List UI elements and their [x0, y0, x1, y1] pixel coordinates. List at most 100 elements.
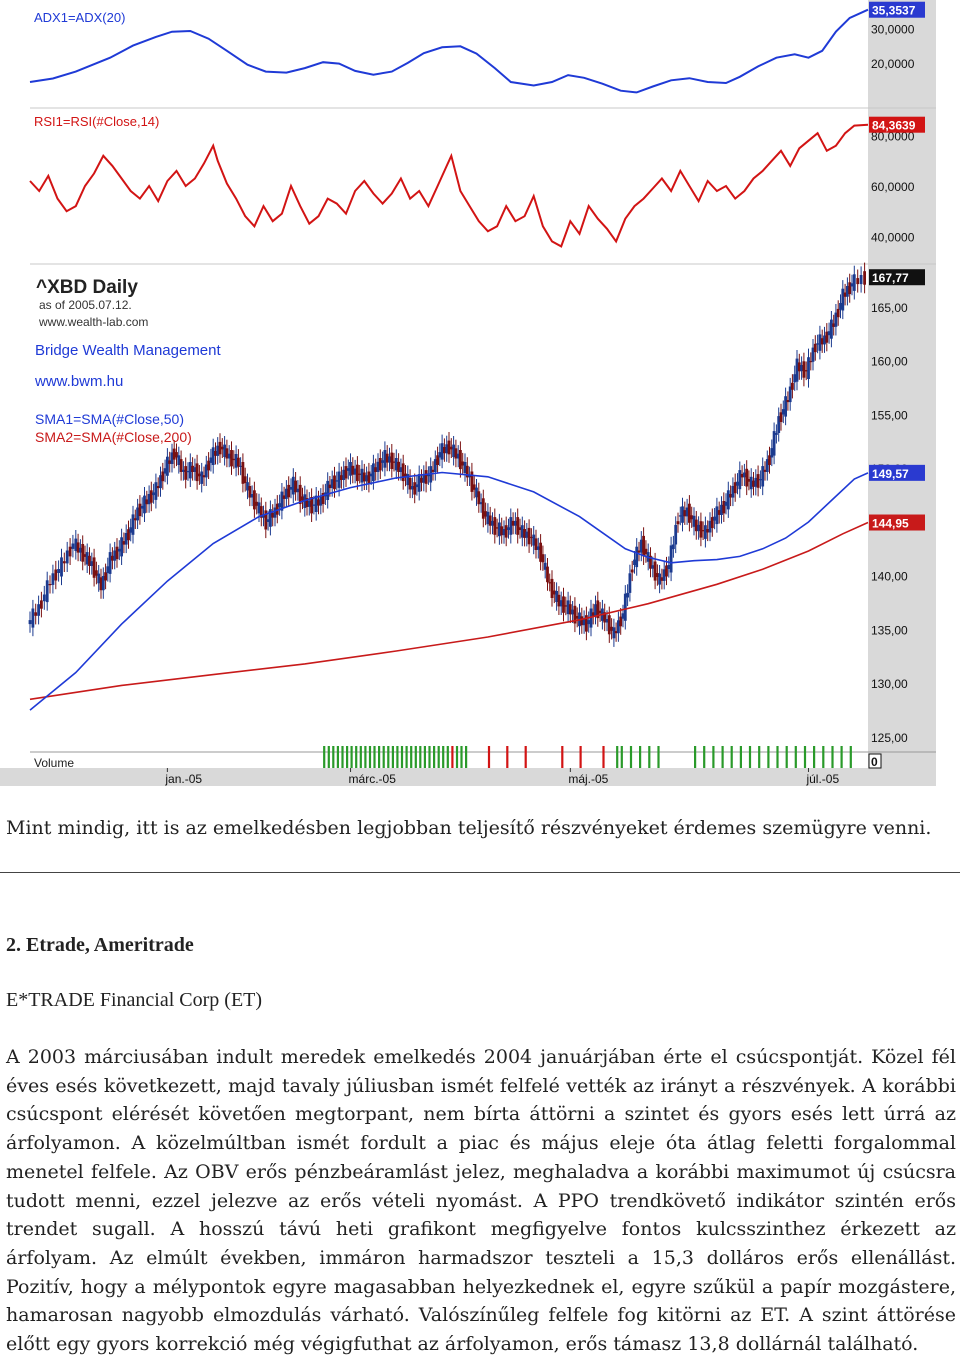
price-bar-body	[60, 557, 63, 577]
price-bar-body	[475, 487, 478, 498]
price-bar-body	[333, 475, 336, 490]
price-bar-body	[795, 358, 799, 382]
price-bar-body	[614, 631, 618, 634]
price-bar-body	[635, 546, 639, 568]
y-tick-label: 30,0000	[871, 22, 915, 36]
price-bar-body	[145, 499, 149, 505]
price-bar-body	[639, 539, 643, 553]
price-bar-body	[465, 465, 469, 478]
price-bar-body	[665, 565, 668, 577]
price-bar-body	[415, 484, 419, 488]
volume-bar-up	[336, 746, 339, 768]
price-bar-body	[223, 444, 226, 457]
volume-bar-up	[423, 746, 426, 768]
price-bar-body	[239, 465, 242, 467]
y-tick-label: 40,0000	[871, 230, 915, 244]
price-bar-body	[266, 519, 270, 522]
series-line-rsi	[29, 123, 869, 248]
price-bar-body	[376, 461, 380, 472]
price-bar-body	[541, 554, 545, 563]
price-bar-body	[507, 527, 510, 530]
price-bar-body	[372, 463, 375, 482]
volume-bar-up	[703, 746, 706, 768]
x-tick-label: jan.-05	[164, 772, 202, 786]
volume-bar-up	[332, 746, 335, 768]
price-bar-body	[800, 365, 803, 372]
volume-bar-down	[506, 746, 509, 768]
volume-bar-down	[487, 746, 491, 768]
volume-bar-up	[455, 746, 459, 768]
x-tick-label: júl.-05	[805, 772, 839, 786]
price-bar-body	[198, 473, 201, 477]
price-bar-body	[775, 433, 778, 435]
price-bar-body	[852, 274, 856, 291]
price-bar-body	[40, 600, 43, 609]
price-bar-body	[591, 612, 595, 616]
price-bar-body	[234, 454, 238, 468]
price-bar-body	[413, 482, 417, 495]
price-bar-body	[129, 527, 133, 533]
price-bar-body	[738, 470, 742, 490]
price-bar-body	[360, 468, 364, 483]
price-bar-body	[330, 479, 334, 489]
price-bar-body	[770, 448, 774, 458]
chart-symbol: ^XBD Daily	[36, 277, 138, 298]
section-heading: 2. Etrade, Ameritrade	[6, 934, 194, 956]
volume-bar-up	[813, 746, 816, 768]
price-bar-body	[344, 466, 348, 479]
volume-bar-up	[391, 746, 394, 768]
price-bar-body	[445, 444, 449, 454]
price-bar-body	[797, 362, 801, 372]
price-bar-body	[131, 514, 135, 535]
volume-bar-up	[364, 746, 367, 768]
sma50-value-flag: 149,57	[872, 467, 909, 481]
company-url: www.bwm.hu	[34, 373, 123, 390]
price-bar-body	[557, 594, 561, 607]
price-bar-body	[715, 506, 719, 525]
price-bar-body	[781, 409, 785, 415]
price-bar-body	[140, 505, 144, 509]
price-bar-body	[51, 573, 55, 585]
price-bar-body	[456, 453, 460, 459]
price-bar-body	[404, 473, 407, 478]
price-bar-body	[477, 491, 481, 505]
price-bar-body	[62, 561, 66, 564]
price-bar-body	[111, 555, 114, 561]
price-bar-body	[701, 530, 705, 532]
stock-chart: 30,0000 20,0000 ADX1=ADX(20) 35,3537 80,0000…	[0, 0, 936, 786]
price-bar-body	[369, 473, 373, 477]
price-bar-body	[662, 569, 666, 581]
price-bar-body	[257, 502, 261, 514]
price-bar-body	[202, 475, 206, 478]
y-tick-label: 20,0000	[871, 57, 915, 71]
volume-bar-up	[694, 746, 697, 768]
volume-bar-up	[346, 746, 349, 768]
price-bar-body	[731, 486, 735, 498]
price-bar-body	[449, 446, 453, 450]
price-bar-body	[863, 271, 866, 285]
sma200-legend: SMA2=SMA(#Close,200)	[35, 429, 192, 445]
price-bar-body	[820, 338, 824, 345]
price-bar-body	[200, 471, 204, 484]
price-bar-body	[337, 471, 341, 488]
price-bar-body	[351, 465, 355, 475]
price-bar-body	[669, 545, 673, 573]
price-bar-body	[310, 497, 313, 514]
price-bar-body	[175, 452, 178, 458]
price-bar-body	[381, 460, 384, 463]
price-bar-body	[264, 510, 268, 530]
price-bar-body	[149, 490, 153, 503]
volume-bar-up	[620, 746, 623, 768]
price-bar-body	[65, 550, 69, 564]
price-bar-body	[539, 542, 542, 562]
price-bar-body	[220, 446, 224, 450]
price-bar-body	[832, 323, 836, 327]
price-bar-body	[319, 496, 323, 506]
price-bar-body	[461, 461, 465, 466]
price-bar-body	[76, 542, 80, 553]
price-bar-body	[791, 382, 794, 390]
price-bar-body	[530, 536, 533, 539]
volume-bar-down	[602, 746, 605, 768]
price-bar-body	[660, 577, 664, 581]
price-bar-body	[191, 465, 194, 472]
